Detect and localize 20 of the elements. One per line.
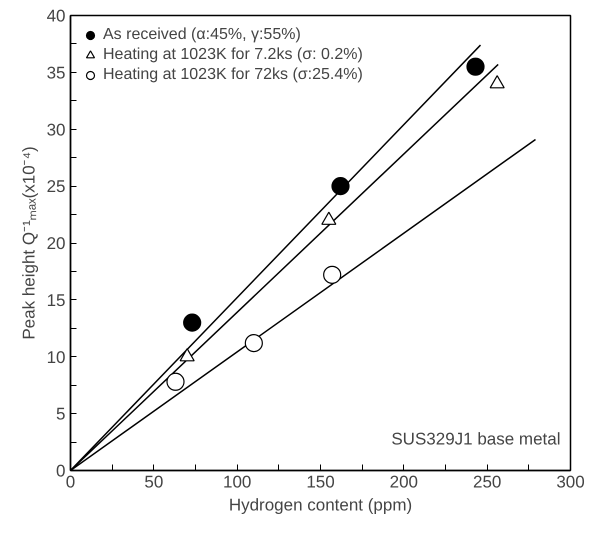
x-tick-label: 150	[306, 472, 335, 492]
y-tick-label: 30	[46, 120, 66, 140]
legend-label: Heating at 1023K for 72ks (σ:25.4%)	[103, 66, 363, 84]
legend-label: As received (α:45%, γ:55%)	[103, 26, 301, 44]
x-tick-label: 100	[222, 472, 252, 492]
y-tick-label: 25	[46, 177, 66, 196]
x-tick-label: 200	[390, 472, 418, 492]
y-tick-label: 5	[56, 404, 66, 424]
y-tick-label: 10	[46, 348, 66, 367]
x-tick-label: 300	[556, 472, 585, 492]
y-axis-title: Peak height Q⁻¹ₘₐₓ(x10⁻⁴)	[20, 146, 39, 340]
y-tick-label: 35	[46, 63, 66, 82]
y-tick-label: 15	[46, 290, 66, 310]
x-axis-title: Hydrogen content (ppm)	[228, 496, 412, 514]
annotation: SUS329J1 base metal	[391, 430, 561, 448]
y-tick-label: 20	[46, 234, 66, 253]
legend-label: Heating at 1023K for 7.2ks (σ: 0.2%)	[103, 46, 363, 64]
x-tick-label: 50	[144, 472, 164, 492]
x-tick-label: 250	[472, 472, 502, 492]
y-tick-label: 40	[46, 6, 66, 26]
